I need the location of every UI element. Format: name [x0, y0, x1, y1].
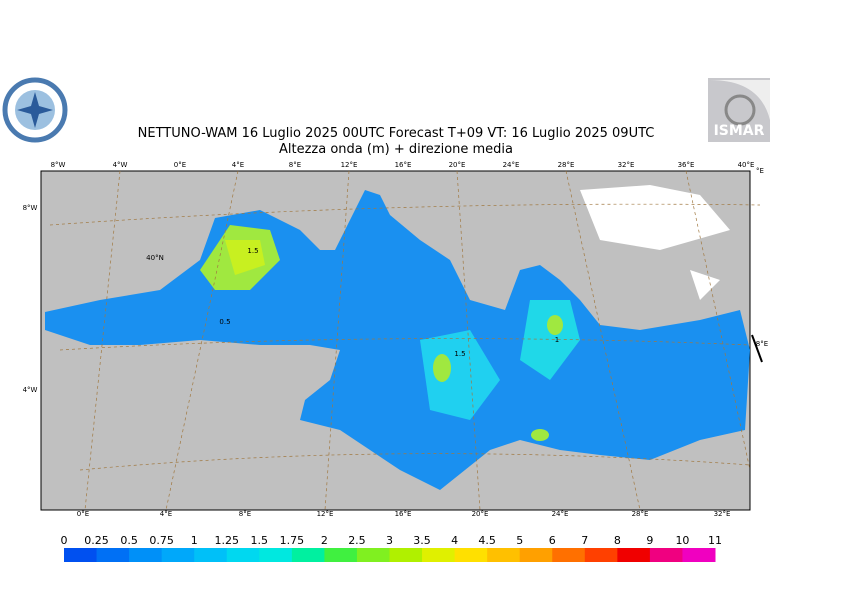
top-label: 24°E — [503, 161, 520, 169]
top-label: 20°E — [449, 161, 466, 169]
legend-tick-label: 1.75 — [280, 534, 305, 547]
legend-swatch — [552, 548, 586, 562]
legend-tick-label: 0 — [61, 534, 68, 547]
legend-swatch — [389, 548, 423, 562]
legend-tick-label: 11 — [708, 534, 722, 547]
legend-tick-label: 4 — [451, 534, 458, 547]
legend-tick-label: 3 — [386, 534, 393, 547]
legend-swatch — [519, 548, 553, 562]
left-label: 8°W — [23, 204, 38, 212]
legend-tick-label: 1 — [191, 534, 198, 547]
legend-swatch — [226, 548, 260, 562]
legend-tick-label: 6 — [549, 534, 556, 547]
top-label: 8°E — [289, 161, 301, 169]
coordinate-labels: 8°W 4°W 0°E 4°E 8°E 12°E 16°E 20°E 24°E 28°E 32°E 3… — [23, 161, 769, 518]
contour-label: 1.5 — [454, 350, 465, 358]
top-label: 4°E — [232, 161, 244, 169]
contour-label: 0.5 — [219, 318, 230, 326]
legend-tick-label: 0.25 — [84, 534, 109, 547]
top-label: 0°E — [174, 161, 186, 169]
map — [40, 170, 763, 511]
top-label: 36°E — [678, 161, 695, 169]
legend-swatch — [422, 548, 456, 562]
top-label: 8°W — [51, 161, 66, 169]
legend-swatch — [324, 548, 358, 562]
legend-swatch — [161, 548, 195, 562]
bottom-label: 16°E — [395, 510, 412, 518]
legend: 0 0.25 0.5 0.75 1 1.25 1.5 1.75 2 2.5 3 3.5 4 4.5 5 6 7 8… — [61, 534, 722, 562]
bottom-label: 24°E — [552, 510, 569, 518]
contour-label: 1.5 — [247, 247, 258, 255]
legend-swatch — [584, 548, 618, 562]
legend-swatch — [129, 548, 163, 562]
legend-swatch — [259, 548, 293, 562]
legend-tick-label: 0.75 — [149, 534, 174, 547]
bottom-label: 28°E — [632, 510, 649, 518]
left-label: 4°W — [23, 386, 38, 394]
legend-tick-label: 9 — [646, 534, 653, 547]
left-label: 40°N — [146, 254, 164, 262]
bottom-label: 20°E — [472, 510, 489, 518]
legend-tick-label: 2.5 — [348, 534, 366, 547]
legend-swatch — [487, 548, 521, 562]
legend-swatch — [617, 548, 651, 562]
legend-tick-label: 1.5 — [251, 534, 269, 547]
top-label: 4°W — [113, 161, 128, 169]
title: NETTUNO-WAM 16 Luglio 2025 00UTC Forecas… — [138, 126, 655, 141]
logo-left — [2, 77, 68, 143]
legend-tick-label: 7 — [581, 534, 588, 547]
subtitle: Altezza onda (m) + direzione media — [279, 142, 513, 157]
legend-tick-label: 2 — [321, 534, 328, 547]
bottom-label: 12°E — [317, 510, 334, 518]
logo-right: ISMAR — [708, 78, 770, 142]
top-label: 28°E — [558, 161, 575, 169]
logo-text: ISMAR — [714, 123, 765, 139]
right-label: °E — [756, 167, 764, 175]
legend-swatch — [356, 548, 390, 562]
bottom-label: 4°E — [160, 510, 172, 518]
legend-swatch — [649, 548, 683, 562]
legend-tick-label: 4.5 — [478, 534, 496, 547]
legend-swatch — [194, 548, 228, 562]
bottom-label: 0°E — [77, 510, 89, 518]
legend-swatch — [96, 548, 130, 562]
legend-tick-label: 8 — [614, 534, 621, 547]
legend-tick-label: 3.5 — [413, 534, 431, 547]
legend-tick-label: 5 — [516, 534, 523, 547]
legend-tick-label: 1.25 — [215, 534, 240, 547]
top-label: 12°E — [341, 161, 358, 169]
contour-label: 1 — [555, 336, 559, 344]
right-label: 8°E — [756, 340, 768, 348]
legend-swatch — [682, 548, 716, 562]
top-label: 40°E — [738, 161, 755, 169]
legend-swatch — [64, 548, 98, 562]
bottom-label: 8°E — [239, 510, 251, 518]
legend-swatch — [291, 548, 325, 562]
top-label: 16°E — [395, 161, 412, 169]
legend-tick-label: 10 — [675, 534, 689, 547]
bottom-label: 32°E — [714, 510, 731, 518]
legend-tick-label: 0.5 — [120, 534, 138, 547]
top-label: 32°E — [618, 161, 635, 169]
legend-swatch — [454, 548, 488, 562]
